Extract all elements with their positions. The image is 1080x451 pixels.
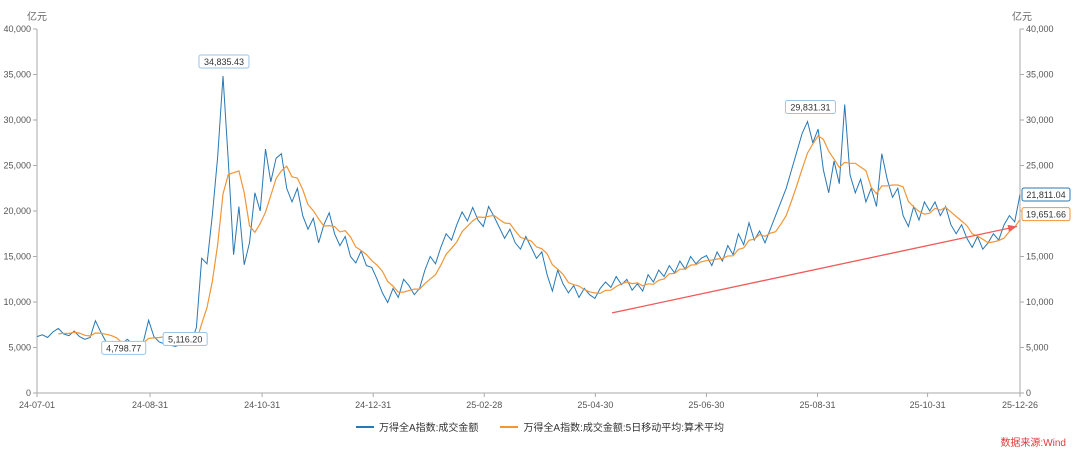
x-tick-label: 25-12-26 [1002, 400, 1038, 410]
x-tick-label: 24-12-31 [355, 400, 391, 410]
data-point-callout [162, 331, 208, 346]
y-tick-label-left: 0 [26, 388, 31, 398]
x-tick-label: 25-06-30 [688, 400, 724, 410]
y-tick-label-left: 30,000 [3, 115, 31, 125]
x-tick-label: 24-10-31 [244, 400, 280, 410]
data-point-callout-value: 5,116.20 [168, 334, 202, 344]
y-tick-label-right: 40,000 [1026, 24, 1054, 34]
x-tick-label: 24-08-31 [132, 400, 168, 410]
y-tick-label-right: 15,000 [1026, 252, 1054, 262]
y-axis-unit-right: 亿元 [1012, 12, 1032, 23]
y-tick-label-left: 5,000 [8, 343, 31, 353]
legend-item-turnover: 万得全A指数:成交金额 [355, 419, 479, 434]
legend-line-orange-icon [500, 425, 519, 428]
legend-line-blue-icon [355, 425, 374, 428]
trend-arrow-line [611, 225, 1018, 314]
y-tick-label-left: 35,000 [3, 70, 31, 80]
series-ma5-line [58, 134, 1021, 346]
legend-item-ma5: 万得全A指数:成交金额:5日移动平均:算术平均 [500, 419, 724, 434]
trend-arrow-head-icon [1007, 224, 1018, 232]
data-source-label: 数据来源:Wind [1000, 438, 1066, 449]
y-tick-label-right: 25,000 [1026, 161, 1054, 171]
series-end-value-label [1021, 187, 1071, 202]
x-tick-label: 25-02-28 [466, 400, 502, 410]
series-turnover-line [36, 75, 1021, 350]
y-tick-label-right: 30,000 [1026, 115, 1054, 125]
y-tick-label-left: 40,000 [3, 24, 31, 34]
data-point-callout-value: 34,835.43 [204, 57, 244, 67]
data-point-callout [101, 340, 147, 355]
data-point-callout [784, 100, 836, 115]
series-end-value-label [1021, 207, 1071, 222]
x-tick-label: 24-07-01 [19, 400, 55, 410]
legend-label-turnover: 万得全A指数:成交金额 [378, 423, 479, 434]
y-tick-label-right: 35,000 [1026, 70, 1054, 80]
data-point-callout-value: 4,798.77 [106, 343, 141, 353]
y-tick-label-left: 10,000 [3, 297, 31, 307]
turnover-line-chart: 0 0 5,000 5,000 10,000 10,000 15,000 15,000 20,0… [3, 24, 1071, 410]
y-tick-label-right: 5,000 [1026, 343, 1049, 353]
y-axis-unit-left: 亿元 [27, 12, 47, 23]
series-end-value-text: 19,651.66 [1026, 210, 1066, 220]
data-point-callout [198, 54, 250, 69]
y-tick-label-left: 15,000 [3, 252, 31, 262]
series-end-value-text: 21,811.04 [1026, 190, 1065, 200]
x-tick-label: 25-04-30 [577, 400, 613, 410]
chart-legend: 万得全A指数:成交金额 万得全A指数:成交金额:5日移动平均:算术平均 [0, 419, 1080, 434]
data-point-callout-value: 29,831.31 [790, 103, 830, 113]
y-tick-label-left: 20,000 [3, 206, 31, 216]
y-tick-label-right: 0 [1026, 388, 1031, 398]
y-tick-label-left: 25,000 [3, 161, 31, 171]
legend-label-ma5: 万得全A指数:成交金额:5日移动平均:算术平均 [523, 423, 725, 434]
x-tick-label: 25-08-31 [799, 400, 835, 410]
x-tick-label: 25-10-31 [910, 400, 946, 410]
y-tick-label-right: 10,000 [1026, 297, 1054, 307]
